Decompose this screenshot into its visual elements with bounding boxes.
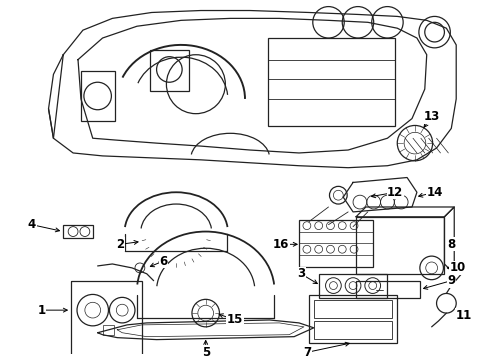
Text: 1: 1 xyxy=(38,303,46,317)
Bar xyxy=(63,225,93,238)
Bar xyxy=(81,71,115,121)
Text: 9: 9 xyxy=(447,274,455,287)
Bar xyxy=(102,325,114,335)
Bar xyxy=(314,321,392,339)
Text: 16: 16 xyxy=(273,238,290,251)
Text: 15: 15 xyxy=(227,314,244,327)
Bar xyxy=(314,300,392,318)
Bar xyxy=(268,38,395,126)
Bar xyxy=(299,220,373,267)
Bar xyxy=(71,281,142,360)
Bar xyxy=(309,296,397,343)
Bar xyxy=(150,50,189,91)
Bar xyxy=(356,281,420,298)
Text: 2: 2 xyxy=(116,238,124,251)
Text: 7: 7 xyxy=(303,346,311,359)
Text: 4: 4 xyxy=(28,218,36,231)
Text: 8: 8 xyxy=(447,238,455,251)
Text: 3: 3 xyxy=(297,267,305,280)
Text: 14: 14 xyxy=(426,186,443,199)
Text: 6: 6 xyxy=(159,255,168,267)
Text: 13: 13 xyxy=(423,110,440,123)
Bar xyxy=(318,274,388,298)
Text: 5: 5 xyxy=(201,346,210,359)
Text: 10: 10 xyxy=(450,261,466,274)
Bar xyxy=(356,217,444,274)
Text: 11: 11 xyxy=(456,309,472,321)
Text: 12: 12 xyxy=(387,186,403,199)
